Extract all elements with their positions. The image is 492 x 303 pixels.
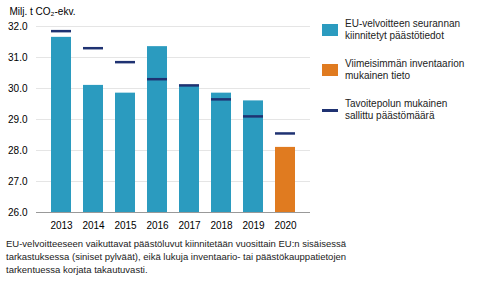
svg-text:27.0: 27.0 [8, 176, 28, 187]
svg-text:32.0: 32.0 [8, 21, 28, 32]
svg-text:2017: 2017 [178, 220, 201, 231]
svg-text:29.0: 29.0 [8, 114, 28, 125]
html-text:Viimeisimmän inventaarion muka: Viimeisimmän inventaarion mukainen tieto [345, 58, 465, 81]
svg-text:Milj. t CO₂-ekv.: Milj. t CO₂-ekv. [10, 6, 76, 17]
svg-text:26.0: 26.0 [8, 207, 28, 218]
svg-text:30.0: 30.0 [8, 83, 28, 94]
svg-text:28.0: 28.0 [8, 145, 28, 156]
html-text:Tavoitepolun mukainen sallittu: Tavoitepolun mukainen sallittu päästömää… [345, 98, 448, 121]
html-text:EU-velvoitteen seurannan kiinn: EU-velvoitteen seurannan kiinnitetyt pää… [345, 18, 461, 41]
svg-text:2013: 2013 [50, 220, 73, 231]
svg-text:2015: 2015 [114, 220, 137, 231]
svg-text:2019: 2019 [242, 220, 265, 231]
svg-text:2018: 2018 [210, 220, 233, 231]
svg-text:31.0: 31.0 [8, 52, 28, 63]
html-text:EU-velvoitteeseen vaikuttavat: EU-velvoitteeseen vaikuttavat päästöluvu… [6, 238, 347, 275]
svg-text:2016: 2016 [146, 220, 169, 231]
svg-text:2014: 2014 [82, 220, 105, 231]
svg-text:2020: 2020 [274, 220, 297, 231]
